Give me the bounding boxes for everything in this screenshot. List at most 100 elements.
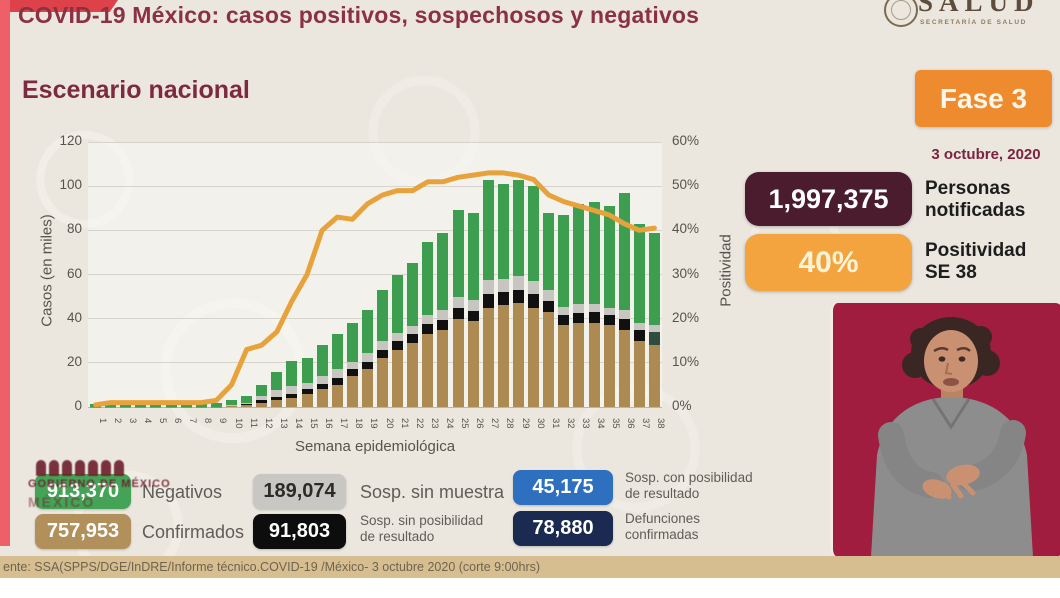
bar-segment: [226, 404, 237, 406]
y-axis-label-right: Positividad: [717, 234, 735, 307]
bar-segment: [603, 325, 615, 407]
bar-segment: [377, 289, 389, 341]
bar-segment: [392, 349, 404, 407]
bar-segment: [513, 303, 524, 407]
bar-segment: [392, 333, 404, 341]
bar-segment: [588, 304, 600, 313]
bar-segment: [528, 186, 540, 282]
positivity-value: 40%: [798, 245, 859, 279]
y-tick-left: 60: [66, 265, 82, 281]
legend-label-sosp-sin-muestra: Sosp. sin muestra: [360, 482, 505, 502]
persons-notified-value: 1,997,375: [768, 183, 889, 214]
bar-segment: [271, 400, 283, 407]
bar-segment: [422, 315, 434, 325]
bar-segment: [437, 309, 449, 320]
sign-language-interpreter-video: [830, 303, 1060, 557]
bar-segment: [271, 397, 283, 401]
legend-badge-defunciones: 78,880: [513, 511, 613, 546]
bar-segment: [331, 384, 343, 407]
y-tick-right: 20%: [672, 309, 700, 325]
legend-label-defunciones: Defunciones confirmadas: [625, 511, 701, 543]
legend-value-defunciones: 78,880: [532, 517, 594, 539]
bar-segment: [452, 210, 464, 297]
bar-segment: [241, 402, 253, 405]
legend-value-negativos: 913,370: [46, 480, 120, 502]
bar-segment: [573, 203, 585, 305]
bar-segment: [301, 358, 313, 383]
bar-segment: [241, 395, 253, 403]
bar-segment: [573, 304, 585, 314]
bar-segment: [588, 201, 600, 305]
bar-segment: [361, 361, 373, 370]
bar-segment: [482, 179, 494, 281]
bar-segment: [226, 405, 237, 407]
y-tick-left: 40: [66, 309, 82, 325]
legend-badge-sosp-sin-muestra: 189,074: [253, 474, 346, 509]
y-tick-right: 10%: [672, 353, 700, 369]
bar-segment: [256, 402, 268, 407]
legend-label-confirmados: Confirmados: [142, 522, 245, 542]
bar-segment: [543, 301, 555, 313]
bar-segment: [346, 369, 358, 377]
bar-segment: [407, 334, 419, 343]
persons-notified-badge: 1,997,375: [745, 172, 912, 226]
bar-segment: [528, 281, 540, 295]
bar-segment: [361, 309, 373, 353]
bar-segment: [301, 389, 313, 394]
phase-badge-label: Fase 3: [939, 82, 1028, 114]
y-tick-right: 30%: [672, 265, 700, 281]
bar-segment: [407, 342, 419, 407]
y-tick-left: 80: [66, 221, 82, 237]
left-border-stripe: [0, 0, 10, 546]
bar-segment: [331, 378, 343, 385]
bar-segment: [467, 212, 479, 300]
bar-segment: [452, 318, 464, 407]
bar-segment: [482, 307, 494, 407]
bar-segment: [513, 289, 524, 304]
bar-segment: [528, 307, 540, 407]
legend-value-sosp-sin-muestra: 189,074: [263, 480, 336, 502]
bar-segment: [286, 393, 298, 399]
bar-segment: [648, 232, 660, 326]
bar-segment: [558, 214, 570, 307]
legend-value-sosp-sin-posibilidad: 91,803: [268, 520, 331, 542]
bar-segment: [346, 323, 358, 362]
y-tick-right: 50%: [672, 177, 700, 193]
legend-value-confirmados: 757,953: [46, 520, 120, 542]
bar-segment: [497, 292, 509, 306]
source-text: ente: SSA(SPPS/DGE/InDRE/Informe técnico…: [3, 560, 541, 574]
bar-segment: [241, 404, 253, 405]
y-tick-right: 60%: [672, 133, 700, 148]
y-tick-right: 0%: [672, 398, 692, 413]
bar-segment: [271, 371, 283, 391]
bar-segment: [422, 334, 434, 407]
salud-logo-text: SALUD: [918, 0, 1040, 17]
bar-segment: [377, 358, 389, 407]
bar-segment: [407, 326, 419, 335]
bar-segment: [497, 183, 509, 279]
bar-segment: [316, 389, 328, 407]
bar-segment: [497, 278, 509, 293]
bar-segment: [513, 179, 524, 276]
salud-logo-subtitle: SECRETARÍA DE SALUD: [920, 19, 1027, 26]
legend-badge-sosp-con-posibilidad: 45,175: [513, 470, 613, 505]
bar-segment: [603, 307, 615, 316]
legend-label-negativos: Negativos: [142, 482, 223, 502]
bar-segment: [603, 315, 615, 326]
legend-label-sosp-con-posibilidad: Sosp. con posibilidad de resultado: [625, 470, 753, 502]
legend-value-sosp-con-posibilidad: 45,175: [532, 476, 594, 498]
bar-segment: [361, 352, 373, 362]
bar-segment: [648, 325, 660, 332]
bar-segment: [648, 331, 660, 346]
bar-segment: [452, 296, 464, 308]
bar-segment: [331, 334, 343, 370]
bar-segment: [256, 384, 268, 396]
bar-segment: [210, 402, 222, 407]
bar-segment: [422, 324, 434, 335]
bar-segment: [377, 349, 389, 359]
top-red-band: [0, 0, 118, 12]
bar-segment: [226, 400, 237, 405]
section-title: Escenario nacional: [22, 76, 250, 104]
bar-segment: [497, 305, 509, 407]
